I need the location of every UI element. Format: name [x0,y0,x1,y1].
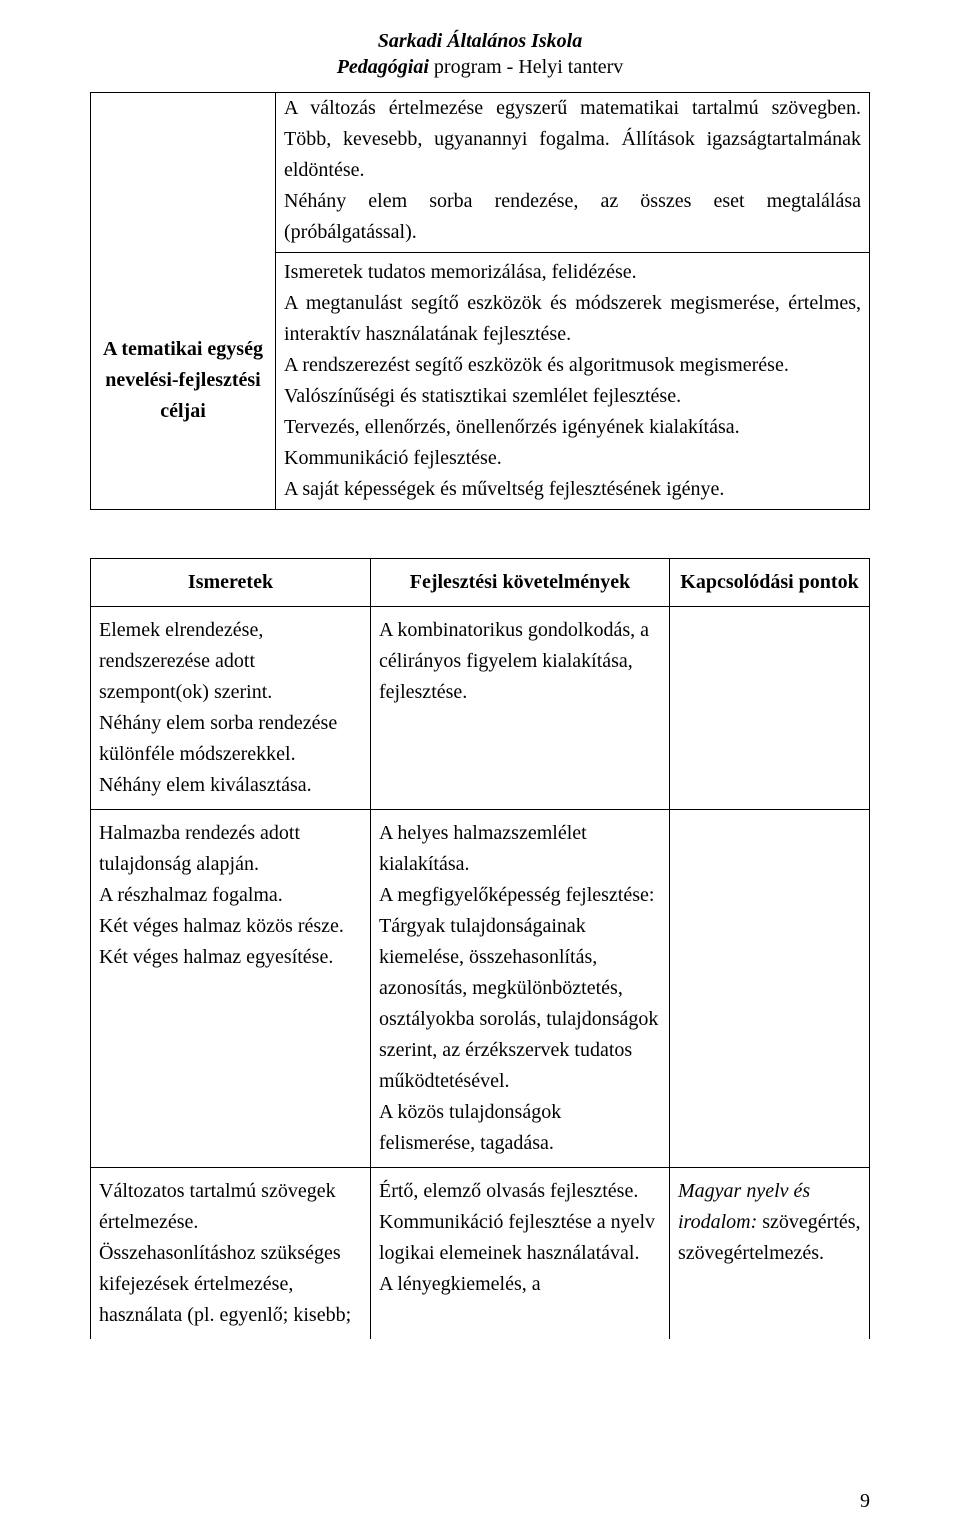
header-line-1: Sarkadi Általános Iskola [90,28,870,54]
cell-kapcsolodasi-2: Magyar nyelv és irodalom: szövegértés, s… [670,1168,870,1340]
cell-ismeretek-2: Változatos tartalmú szövegek értelmezése… [91,1168,371,1340]
cell-ismeretek-0: Elemek elrendezése, rendszerezése adott … [91,607,371,810]
cell-kapcsolodasi-1 [670,810,870,1168]
objectives-label: A tematikai egység nevelési-fejlesztési … [99,334,267,427]
col-header-fejlesztesi: Fejlesztési követelmények [371,559,670,607]
cell-kapcsolodasi-0 [670,607,870,810]
curriculum-table: Ismeretek Fejlesztési követelmények Kapc… [90,558,870,1339]
objectives-left-empty [91,93,276,253]
header-line-2-rest: program - Helyi tanterv [429,56,623,78]
document-header: Sarkadi Általános Iskola Pedagógiai prog… [90,28,870,80]
objectives-table: A változás értelmezése egyszerű matemati… [90,92,870,510]
cell-fejlesztesi-1: A helyes halmazszemlélet kialakítása.A m… [371,810,670,1168]
cell-fejlesztesi-2: Értő, elemző olvasás fejlesztése.Kommuni… [371,1168,670,1340]
page: Sarkadi Általános Iskola Pedagógiai prog… [0,0,960,1537]
col-header-ismeretek: Ismeretek [91,559,371,607]
table-row: Elemek elrendezése, rendszerezése adott … [91,607,870,810]
objectives-intro-text: A változás értelmezése egyszerű matemati… [284,93,861,248]
table-row: Halmazba rendezés adott tulajdonság alap… [91,810,870,1168]
objectives-body-text: Ismeretek tudatos memorizálása, felidézé… [284,257,861,505]
cell-fejlesztesi-0: A kombinatorikus gondolkodás, a célirány… [371,607,670,810]
objectives-intro-cell: A változás értelmezése egyszerű matemati… [276,93,870,253]
objectives-body-cell: Ismeretek tudatos memorizálása, felidézé… [276,253,870,510]
col-header-kapcsolodasi: Kapcsolódási pontok [670,559,870,607]
objectives-label-cell: A tematikai egység nevelési-fejlesztési … [91,253,276,510]
header-line-2: Pedagógiai program - Helyi tanterv [90,54,870,80]
page-number: 9 [860,1490,870,1513]
header-line-2-emph: Pedagógiai [337,56,429,78]
table-row: Változatos tartalmú szövegek értelmezése… [91,1168,870,1340]
cell-ismeretek-1: Halmazba rendezés adott tulajdonság alap… [91,810,371,1168]
table-header-row: Ismeretek Fejlesztési követelmények Kapc… [91,559,870,607]
